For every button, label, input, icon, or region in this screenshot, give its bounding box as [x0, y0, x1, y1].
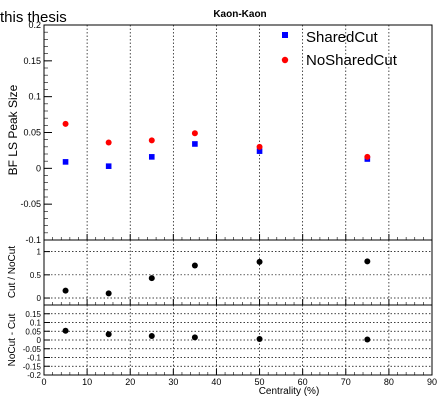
legend-marker-sharedcut [282, 32, 288, 38]
grid-layer [44, 25, 432, 375]
data-point-sharedcut [62, 159, 69, 165]
x-tick-label: 10 [82, 377, 92, 387]
tick-layer [43, 24, 433, 376]
data-point-difference [148, 332, 155, 339]
data-point-ratio [62, 287, 69, 294]
difference-y-tick-label: 0.15 [25, 310, 41, 319]
data-point-nosharedcut [256, 143, 263, 150]
x-tick-label: 20 [125, 377, 135, 387]
data-point-difference [191, 334, 198, 341]
difference-y-tick-label: -0.15 [23, 362, 42, 371]
x-tick-label: 80 [384, 377, 394, 387]
main-y-tick-label: 0 [36, 163, 41, 173]
data-point-ratio [191, 262, 198, 269]
difference-y-tick-label: 0.1 [30, 319, 42, 328]
data-point-nosharedcut [105, 139, 112, 146]
main-y-tick-label: -0.05 [20, 199, 41, 209]
main-y-tick-label: -0.1 [25, 235, 41, 245]
data-point-nosharedcut [191, 130, 198, 137]
data-point-nosharedcut [62, 120, 69, 127]
x-tick-label: 30 [168, 377, 178, 387]
difference-y-tick-label: 0 [37, 336, 42, 345]
main-y-tick-label: 0.2 [28, 20, 41, 30]
x-tick-label: 50 [255, 377, 265, 387]
data-point-ratio [148, 275, 155, 282]
x-tick-label: 90 [427, 377, 437, 387]
data-point-ratio [256, 258, 263, 265]
ratio-y-tick-label: 0 [37, 294, 42, 303]
difference-y-tick-label: -0.2 [27, 371, 41, 380]
legend-marker-nosharedcut [281, 56, 289, 64]
main-y-axis-label: BF LS Peak Size [6, 84, 20, 175]
difference-y-tick-label: 0.05 [25, 327, 41, 336]
data-point-nosharedcut [364, 153, 371, 160]
data-point-ratio [105, 290, 112, 297]
difference-y-axis-label: NoCut - Cut [7, 313, 18, 366]
data-point-ratio [364, 258, 371, 265]
ratio-y-axis-label: Cut / NoCut [7, 246, 18, 298]
data-point-difference [364, 336, 371, 343]
ratio-plot-frame [43, 239, 433, 306]
data-point-difference [62, 327, 69, 334]
data-point-sharedcut [192, 141, 198, 147]
x-tick-label: 70 [341, 377, 351, 387]
data-point-sharedcut [148, 154, 155, 160]
data-point-sharedcut [105, 163, 112, 169]
data-point-difference [256, 335, 263, 342]
point-layer [62, 120, 371, 343]
main-y-tick-label: 0.15 [23, 56, 41, 66]
main-y-tick-label: 0.05 [23, 128, 41, 138]
difference-y-tick-label: -0.05 [23, 345, 42, 354]
data-point-difference [105, 331, 112, 338]
legend-label-sharedcut: SharedCut [306, 29, 379, 46]
legend-label-nosharedcut: NoSharedCut [306, 52, 398, 69]
legend: SharedCut NoSharedCut [281, 29, 398, 69]
data-point-sharedcut [256, 148, 263, 154]
x-tick-label: 0 [41, 377, 46, 387]
ratio-y-tick-label: 1 [37, 248, 42, 257]
x-tick-label: 60 [298, 377, 308, 387]
label-layer: -0.1-0.0500.050.10.150.200.51-0.2-0.15-0… [20, 20, 437, 387]
corner-note: this thesis [0, 9, 67, 26]
chart-title: Kaon-Kaon [213, 9, 266, 20]
difference-y-tick-label: -0.1 [27, 354, 41, 363]
x-axis-label: Centrality (%) [259, 386, 320, 397]
main-y-tick-label: 0.1 [28, 92, 41, 102]
x-tick-label: 40 [211, 377, 221, 387]
data-point-nosharedcut [148, 137, 155, 144]
ratio-y-tick-label: 0.5 [30, 271, 42, 280]
